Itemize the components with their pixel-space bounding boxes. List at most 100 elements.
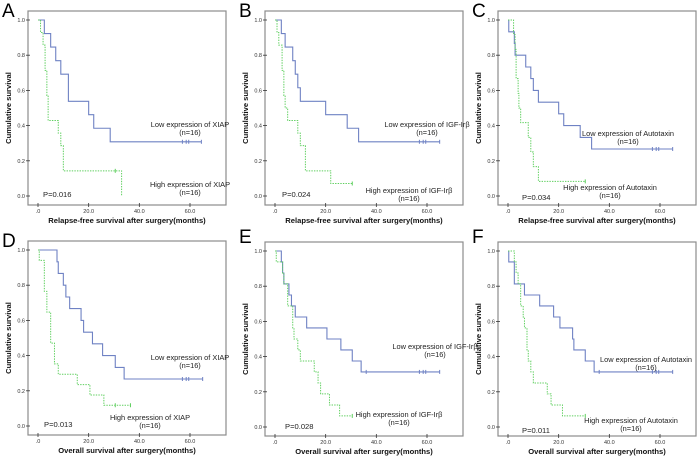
y-tick-label: 0.0 [17, 424, 25, 430]
x-axis-title: Relapse-free survival after surgery(mont… [48, 216, 206, 225]
x-tick-label: .0 [273, 209, 278, 215]
y-tick-label: 1.0 [487, 249, 495, 255]
plot-frame [264, 241, 464, 437]
y-tick-label: 0.0 [17, 194, 25, 200]
x-axis-title: Relapse-free survival after surgery(mont… [285, 216, 443, 225]
y-axis-title: Cumulative survival [241, 303, 250, 375]
p-value: P=0.024 [282, 190, 311, 199]
x-tick-label: 60.0 [422, 440, 433, 446]
y-axis-title: Cumulative survival [4, 302, 13, 374]
low-expression-label: Low expression of Autotaxin [582, 129, 674, 138]
high-expression-curve [275, 250, 353, 417]
x-tick-label: 40.0 [371, 440, 382, 446]
panel-letter: F [472, 227, 484, 248]
plot-frame [27, 10, 227, 206]
y-axis-title: Cumulative survival [474, 72, 483, 144]
plot-frame [27, 240, 227, 436]
y-tick-label: 0.8 [17, 53, 25, 59]
high-expression-curve [38, 249, 131, 406]
plot-frame [497, 10, 697, 206]
y-tick-label: 0.0 [254, 425, 262, 431]
high-n-label: (n=16) [179, 188, 201, 197]
high-expression-curve [275, 19, 353, 185]
y-tick-label: 1.0 [17, 248, 25, 254]
x-tick-label: 20.0 [83, 439, 94, 445]
high-expression-label: High expression of Autotaxin [563, 183, 657, 192]
low-expression-curve [508, 250, 673, 373]
low-expression-label: Low expression of Autotaxin [600, 355, 692, 364]
high-expression-label: High expression of XIAP [110, 413, 190, 422]
high-n-label: (n=16) [388, 418, 410, 427]
y-tick-label: 0.6 [254, 88, 262, 94]
low-expression-curve [38, 249, 203, 380]
x-tick-label: 60.0 [422, 209, 433, 215]
x-tick-label: 20.0 [320, 209, 331, 215]
y-tick-label: 0.8 [254, 53, 262, 59]
panel-letter: A [2, 1, 15, 22]
low-n-label: (n=16) [617, 137, 639, 146]
panel-letter: D [2, 231, 16, 252]
x-tick-label: 20.0 [553, 209, 564, 215]
y-tick-label: 0.6 [17, 318, 25, 324]
high-expression-label: High expression of Autotaxin [584, 416, 678, 425]
y-tick-label: 0.2 [17, 159, 25, 165]
panel-e: E 0.0 0.2 0.4 0.6 0.8 1.0 .0 20.0 40.0 60.0Overal… [239, 227, 478, 456]
y-tick-label: 0.6 [254, 319, 262, 325]
p-value: P=0.016 [43, 190, 72, 199]
y-tick-label: 0.2 [487, 390, 495, 396]
x-tick-label: 40.0 [371, 209, 382, 215]
y-tick-label: 0.2 [254, 390, 262, 396]
low-expression-curve [275, 250, 440, 373]
y-tick-label: 0.0 [254, 194, 262, 200]
x-axis-title: Overall survival after surgery(months) [295, 447, 433, 456]
x-tick-label: 20.0 [83, 209, 94, 215]
panel-a: A 0.0 0.2 0.4 0.6 0.8 1.0 .0 20.0 40.0 60.0Relaps… [2, 1, 230, 225]
y-tick-label: 1.0 [487, 18, 495, 24]
panel-f: F 0.0 0.2 0.4 0.6 0.8 1.0 .0 20.0 40.0 60.0Overal… [472, 227, 697, 456]
y-tick-label: 0.2 [254, 159, 262, 165]
y-tick-label: 0.6 [487, 319, 495, 325]
low-expression-label: Low expression of IGF-Irβ [384, 120, 469, 129]
high-expression-label: High expression of IGF-Irβ [366, 186, 453, 195]
low-n-label: (n=16) [424, 350, 446, 359]
low-expression-label: Low expression of XIAP [151, 120, 230, 129]
high-n-label: (n=16) [139, 421, 161, 430]
panel-b: B 0.0 0.2 0.4 0.6 0.8 1.0 .0 20.0 40.0 60.0Relaps… [239, 1, 470, 225]
high-expression-curve [508, 19, 586, 182]
x-axis-title: Overall survival after surgery(months) [58, 446, 196, 455]
high-expression-label: High expression of XIAP [150, 180, 230, 189]
y-tick-label: 1.0 [17, 18, 25, 24]
low-expression-label: Low expression of IGF-Irβ [392, 342, 477, 351]
high-expression-curve [508, 250, 586, 417]
low-expression-label: Low expression of XIAP [151, 353, 230, 362]
low-expression-curve [38, 19, 202, 143]
high-n-label: (n=16) [620, 424, 642, 433]
y-axis-title: Cumulative survival [241, 72, 250, 144]
p-value: P=0.028 [285, 422, 314, 431]
y-tick-label: 0.2 [17, 389, 25, 395]
high-expression-curve [38, 19, 123, 196]
y-tick-label: 0.4 [254, 355, 262, 361]
x-tick-label: 60.0 [185, 439, 196, 445]
x-tick-label: 40.0 [604, 209, 615, 215]
low-expression-curve [508, 19, 673, 150]
y-tick-label: 1.0 [254, 18, 262, 24]
high-expression-label: High expression of IGF-Irβ [356, 410, 443, 419]
y-tick-label: 0.6 [487, 88, 495, 94]
x-tick-label: 60.0 [655, 209, 666, 215]
y-tick-label: 0.8 [254, 284, 262, 290]
panel-letter: C [472, 1, 486, 22]
panel-c: C 0.0 0.2 0.4 0.6 0.8 1.0 .0 20.0 40.0 60.0Relaps… [472, 1, 697, 225]
x-tick-label: 20.0 [320, 440, 331, 446]
p-value: P=0.013 [44, 420, 73, 429]
x-tick-label: 40.0 [134, 209, 145, 215]
plot-frame [264, 10, 464, 206]
x-tick-label: 60.0 [185, 209, 196, 215]
x-tick-label: 60.0 [655, 440, 666, 446]
y-axis-title: Cumulative survival [4, 72, 13, 144]
low-n-label: (n=16) [179, 361, 201, 370]
low-n-label: (n=16) [635, 363, 657, 372]
x-axis-title: Relapse-free survival after surgery(mont… [518, 216, 676, 225]
y-tick-label: 0.4 [17, 354, 25, 360]
